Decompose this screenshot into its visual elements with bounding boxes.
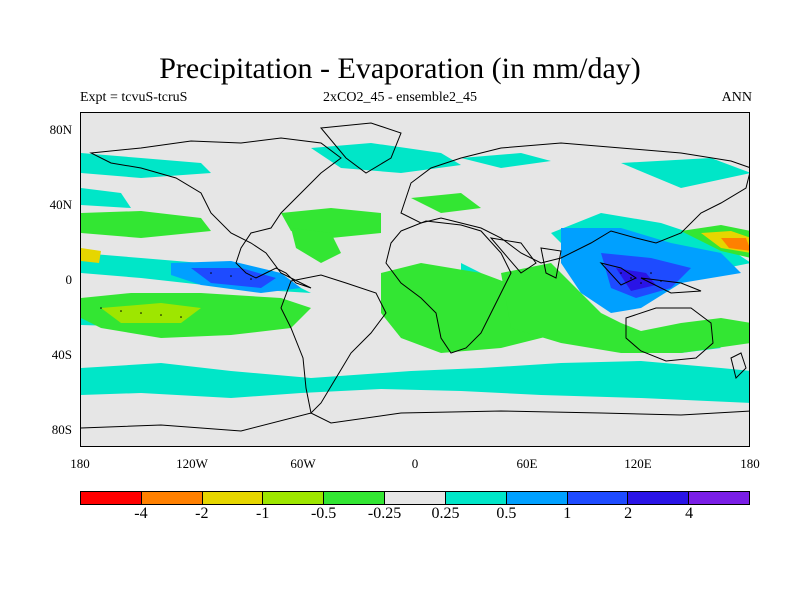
color-scale-label: -1: [256, 505, 270, 522]
color-swatch: [445, 492, 507, 504]
color-scale-label: -0.25: [367, 505, 402, 522]
color-scale-label: 4: [685, 505, 694, 522]
color-scale-label: 0.5: [496, 505, 517, 522]
case-label: 2xCO2_45 - ensemble2_45: [323, 90, 477, 105]
color-scale-label: 0.25: [431, 505, 460, 522]
pe-contours-strong-positive: [171, 228, 741, 313]
color-scale-label: -4: [134, 505, 148, 522]
y-tick-0: 0: [65, 272, 73, 287]
x-tick-0: 0: [411, 456, 419, 471]
color-scale-label: -0.5: [310, 505, 337, 522]
color-swatch: [385, 492, 446, 504]
y-tick-80n: 80N: [49, 122, 72, 137]
map-canvas: [81, 122, 749, 432]
x-tick-120e: 120E: [624, 456, 652, 471]
world-map: [80, 112, 750, 447]
x-tick-180-left: 180: [70, 456, 90, 471]
color-swatch: [324, 492, 386, 504]
color-swatch: [202, 492, 264, 504]
color-scale-label: 2: [624, 505, 633, 522]
pe-contours-negative: [81, 193, 749, 353]
color-swatch: [567, 492, 629, 504]
color-scale-label: -2: [195, 505, 209, 522]
color-swatch: [689, 492, 749, 504]
significance-dots: [100, 272, 662, 318]
experiment-label: Expt = tcvuS-tcruS: [80, 90, 188, 105]
color-scale-label: 1: [563, 505, 572, 522]
color-swatch: [81, 492, 142, 504]
season-label: ANN: [721, 90, 752, 105]
chart-title: Precipitation - Evaporation (in mm/day): [159, 52, 641, 85]
y-tick-80s: 80S: [51, 422, 72, 437]
x-tick-60w: 60W: [290, 456, 316, 471]
color-swatch: [263, 492, 325, 504]
coastlines: [81, 122, 749, 432]
x-tick-60e: 60E: [516, 456, 538, 471]
y-tick-40n: 40N: [49, 197, 72, 212]
y-tick-40s: 40S: [51, 347, 72, 362]
color-scale-bar: [80, 491, 750, 505]
color-swatch: [141, 492, 203, 504]
color-swatch: [506, 492, 568, 504]
x-tick-120w: 120W: [176, 456, 208, 471]
color-swatch: [628, 492, 690, 504]
x-tick-180-right: 180: [740, 456, 760, 471]
